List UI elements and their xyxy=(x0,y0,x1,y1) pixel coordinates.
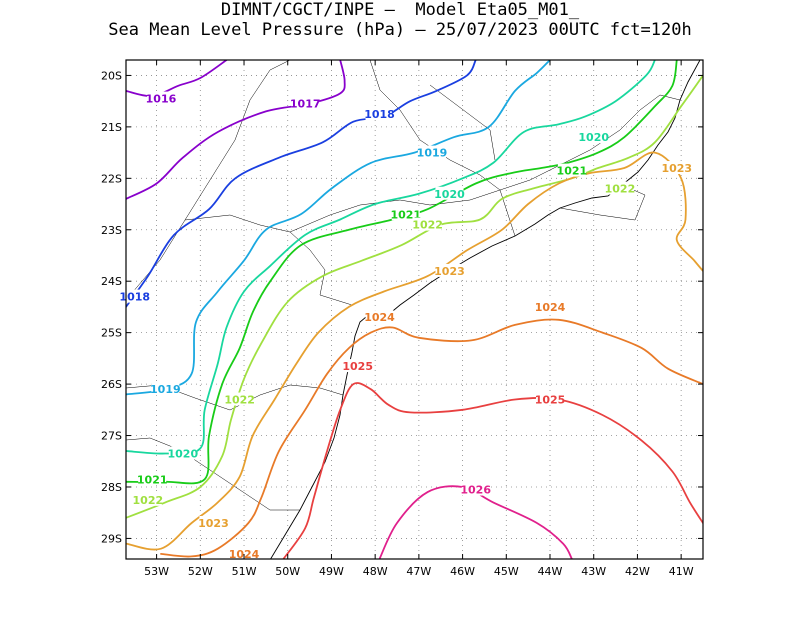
isobar-1022 xyxy=(126,74,703,519)
title-line-2: Sea Mean Level Pressure (hPa) – 25/07/20… xyxy=(108,20,692,40)
isobar-label: 1022 xyxy=(133,494,164,507)
isobar-label: 1021 xyxy=(390,208,421,221)
lon-tick-label: 45W xyxy=(494,565,519,578)
isobar-label: 1019 xyxy=(150,383,181,396)
title-block: DIMNT/CGCT/INPE – Model Eta05_M01_ Sea M… xyxy=(0,0,800,40)
lon-tick-label: 46W xyxy=(450,565,475,578)
isobar-label: 1020 xyxy=(168,448,199,461)
isobar-1020 xyxy=(126,60,656,455)
isobar-labels: 1016 101710181018101910191020102010201021… xyxy=(119,91,692,561)
lat-tick-label: 29S xyxy=(101,532,122,545)
lon-tick-label: 53W xyxy=(144,565,169,578)
isobar-label: 1023 xyxy=(661,162,692,175)
isobar-label: 1017 xyxy=(290,98,321,111)
lat-tick-label: 23S xyxy=(101,224,122,237)
isobar-label: 1020 xyxy=(578,131,609,144)
isobar-1024 xyxy=(160,318,703,558)
isobar-label-bg xyxy=(536,392,565,406)
isobar-label: 1025 xyxy=(535,394,566,407)
isobar-label-bg xyxy=(133,492,162,506)
lon-tick-label: 43W xyxy=(581,565,606,578)
isobar-label: 1022 xyxy=(605,183,636,196)
state-border xyxy=(429,84,496,161)
isobar-label-bg xyxy=(365,310,394,324)
lat-tick-label: 25S xyxy=(101,327,122,340)
isobar-label: 1024 xyxy=(535,301,566,314)
lon-tick-label: 47W xyxy=(406,565,431,578)
lat-tick-label: 21S xyxy=(101,121,122,134)
isobar-1018 xyxy=(126,60,477,308)
state-border xyxy=(126,437,300,511)
isobar-label-bg xyxy=(536,299,565,313)
lat-tick-label: 20S xyxy=(101,69,122,82)
isobar-label-bg xyxy=(151,382,180,396)
isobar-label-bg xyxy=(435,263,464,277)
isobar-label-bg xyxy=(461,482,490,496)
isobar-label: 1020 xyxy=(434,188,465,201)
lon-tick-label: 41W xyxy=(669,565,694,578)
isobar-label-bg xyxy=(199,515,228,529)
isobar-1019 xyxy=(126,60,551,396)
isobar-label-bg xyxy=(391,207,420,221)
isobar-label-bg xyxy=(225,392,254,406)
isobar-label-bg xyxy=(413,217,442,231)
lon-tick-label: 51W xyxy=(232,565,257,578)
isobar-label: 1016 xyxy=(146,93,177,106)
isobar-label-bg xyxy=(230,546,259,560)
lat-tick-label: 27S xyxy=(101,430,122,443)
state-border xyxy=(559,184,646,221)
isobar-label-bg xyxy=(605,181,634,195)
isobar-label: 1024 xyxy=(364,311,395,324)
lon-tick-label: 48W xyxy=(363,565,388,578)
isobar-1017 xyxy=(126,60,346,200)
lat-tick-label: 22S xyxy=(101,172,122,185)
isobar-label: 1025 xyxy=(342,360,373,373)
isobar-label-bg xyxy=(138,472,167,486)
isobar-1016 xyxy=(126,60,228,97)
lon-tick-label: 42W xyxy=(625,565,650,578)
isobar-1025 xyxy=(282,382,703,559)
isobar-label-bg xyxy=(146,91,175,105)
isobar-label-bg xyxy=(365,107,394,121)
isobar-label-bg xyxy=(168,446,197,460)
isobar-label-bg xyxy=(662,161,691,175)
isobar-contours xyxy=(126,60,703,559)
isobar-label-bg xyxy=(417,145,446,159)
isobar-1021 xyxy=(126,60,678,485)
isobar-label-bg xyxy=(120,289,149,303)
isobar-label: 1018 xyxy=(119,291,150,304)
isobar-label-bg xyxy=(579,130,608,144)
lat-tick-label: 26S xyxy=(101,378,122,391)
isobar-label: 1022 xyxy=(412,219,443,232)
state-border xyxy=(289,189,516,237)
isobar-label: 1021 xyxy=(137,473,168,486)
isobar-label: 1019 xyxy=(417,147,448,160)
state-border xyxy=(126,60,291,301)
isobar-1026 xyxy=(378,485,573,559)
isobar-label: 1018 xyxy=(364,108,395,121)
axis-ticks: 53W 52W 51W 50W 49W 48W 47W 46W 45W 44W 43W 42W 41W 2… xyxy=(101,60,703,578)
state-border xyxy=(369,60,681,191)
lon-tick-label: 49W xyxy=(319,565,344,578)
isobar-label: 1022 xyxy=(224,394,255,407)
grid-lines xyxy=(126,60,703,559)
isobar-label: 1023 xyxy=(434,265,465,278)
lon-tick-label: 44W xyxy=(538,565,563,578)
lon-tick-label: 50W xyxy=(275,565,300,578)
isobar-label: 1023 xyxy=(198,517,229,530)
isobar-label: 1021 xyxy=(557,165,588,178)
isobar-label: 1026 xyxy=(460,484,491,497)
state-border xyxy=(184,214,353,306)
plot-frame xyxy=(125,59,704,560)
isobar-label-bg xyxy=(343,359,372,373)
isobar-label-bg xyxy=(435,186,464,200)
lat-tick-label: 28S xyxy=(101,481,122,494)
title-line-1: DIMNT/CGCT/INPE – Model Eta05_M01_ xyxy=(220,0,580,20)
isobar-label-bg xyxy=(557,163,586,177)
lat-tick-label: 24S xyxy=(101,275,122,288)
isobar-1023 xyxy=(126,151,703,551)
isobar-label-bg xyxy=(291,96,320,110)
lon-tick-label: 52W xyxy=(188,565,213,578)
